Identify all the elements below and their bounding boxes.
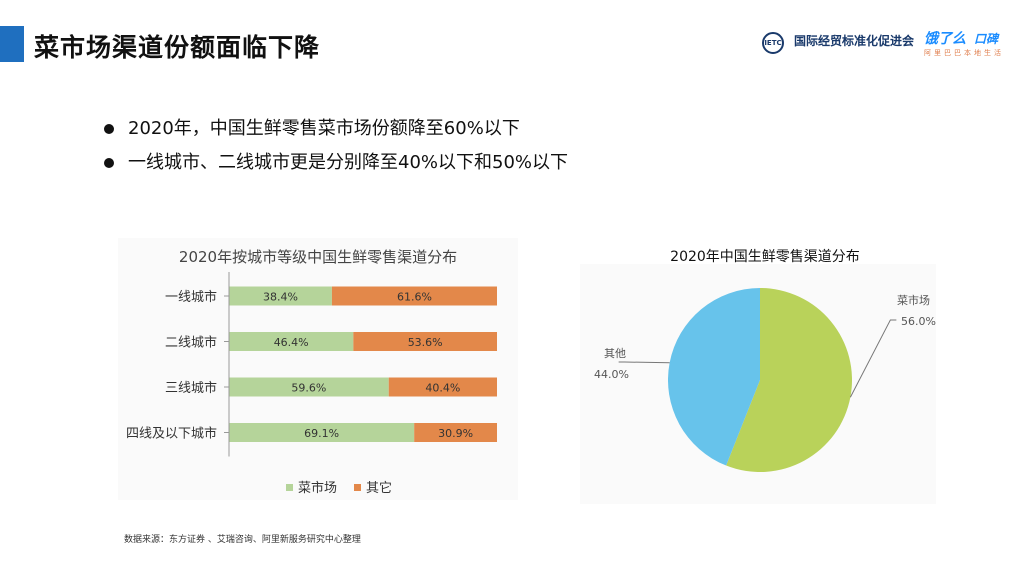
bar-chart-title: 2020年按城市等级中国生鲜零售渠道分布	[178, 248, 458, 266]
legend-label: 菜市场	[298, 480, 337, 496]
pie-slice-value: 56.0%	[901, 315, 936, 328]
bar-other	[331, 286, 497, 306]
pie-leader-line	[849, 319, 897, 398]
bullet-text: 2020年，中国生鲜零售菜市场份额降至60%以下	[128, 118, 520, 139]
bar-data-label: 59.6%	[291, 382, 326, 395]
bar-data-label: 46.4%	[274, 336, 309, 349]
ietc-logo-subline-icon	[794, 49, 914, 54]
category-label: 二线城市	[165, 335, 217, 351]
logo-area: IETC 国际经贸标准化促进会 饿了么 口碑 阿里巴巴本地生活	[761, 28, 1004, 58]
legend-label: 其它	[366, 480, 392, 496]
pie-leader-line	[618, 361, 670, 364]
legend-swatch	[354, 484, 361, 491]
pie-slice-value: 44.0%	[594, 368, 629, 381]
pie-slice-label: 菜市场	[897, 293, 930, 307]
pie-slice-label: 其他	[604, 347, 626, 360]
bar-market	[229, 423, 415, 442]
ietc-logo: 国际经贸标准化促进会	[794, 32, 914, 54]
bar-other	[388, 377, 497, 397]
category-label: 一线城市	[165, 289, 217, 305]
pie-chart: 菜市场 56.0% 其他 44.0%	[594, 288, 936, 472]
bullet-item: 2020年，中国生鲜零售菜市场份额降至60%以下	[104, 112, 568, 146]
category-label: 四线及以下城市	[126, 426, 217, 442]
bar-data-label: 30.9%	[438, 427, 473, 440]
pie-slice-market	[726, 288, 852, 472]
bullet-item: 一线城市、二线城市更是分别降至40%以下和50%以下	[104, 146, 568, 180]
bar-market	[229, 286, 332, 306]
legend-swatch	[286, 484, 293, 491]
bar-market	[229, 377, 389, 397]
alibaba-local-logo: 阿里巴巴本地生活	[924, 49, 1004, 57]
bullet-text: 一线城市、二线城市更是分别降至40%以下和50%以下	[128, 152, 569, 173]
bar-data-label: 69.1%	[304, 427, 339, 440]
pie-chart-title: 2020年中国生鲜零售渠道分布	[670, 249, 860, 265]
title-accent-bar	[0, 26, 24, 62]
category-label: 三线城市	[165, 380, 217, 396]
bar-data-label: 61.6%	[397, 291, 432, 304]
ietc-logo-text: 国际经贸标准化促进会	[793, 34, 914, 48]
bar-other	[414, 423, 497, 442]
ietc-seal-icon: IETC	[761, 32, 784, 54]
koubei-logo: 口碑	[974, 31, 999, 46]
bullet-list: 2020年，中国生鲜零售菜市场份额降至60%以下 一线城市、二线城市更是分别降至…	[104, 112, 568, 180]
bar-data-label: 38.4%	[263, 291, 298, 304]
bar-chart-panel: 2020年按城市等级中国生鲜零售渠道分布 一线城市 38.4% 61.6% 二线城市 4…	[118, 238, 518, 500]
partner-logos: 饿了么 口碑 阿里巴巴本地生活	[924, 28, 1004, 58]
bar-data-label: 40.4%	[425, 382, 460, 395]
bar-chart: 一线城市 38.4% 61.6% 二线城市 46.4% 53.6% 三线城市 59.6% 40.…	[126, 272, 497, 496]
eleme-logo: 饿了么	[924, 31, 966, 47]
bar-other	[353, 332, 497, 351]
bar-market	[229, 332, 354, 351]
bullet-dot-icon	[104, 158, 114, 168]
bar-data-label: 53.6%	[408, 336, 443, 349]
bullet-dot-icon	[104, 124, 114, 134]
pie-slice-other	[668, 288, 760, 466]
page-title: 菜市场渠道份额面临下降	[34, 33, 321, 62]
data-source-note: 数据来源：东方证券 、艾瑞咨询、阿里新服务研究中心整理	[124, 535, 361, 545]
